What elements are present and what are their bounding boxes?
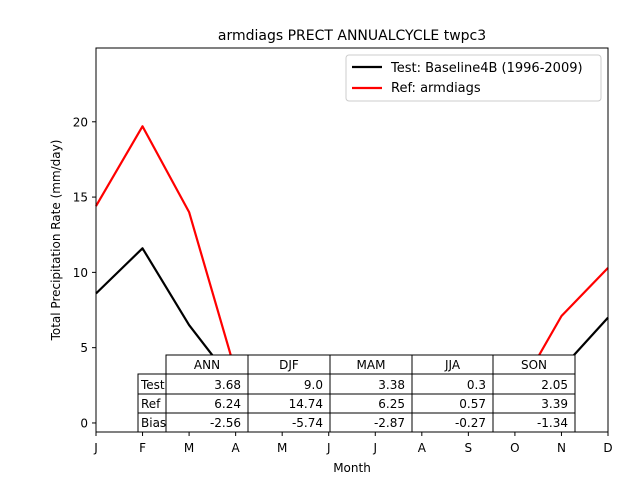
y-axis-label: Total Precipitation Rate (mm/day) [49, 140, 63, 342]
legend-label-test: Test: Baseline4B (1996-2009) [390, 61, 583, 76]
table-cell-value: 2.05 [541, 378, 568, 392]
chart-title: armdiags PRECT ANNUALCYCLE twpc3 [218, 28, 486, 44]
table-cell-value: 3.39 [541, 397, 568, 411]
x-axis-label: Month [333, 461, 371, 475]
legend-label-ref: Ref: armdiags [391, 81, 481, 96]
table-cell-value: 14.74 [289, 397, 323, 411]
y-tick-label: 15 [73, 191, 88, 205]
x-tick-label: F [139, 441, 146, 455]
y-tick-label: 10 [73, 266, 88, 280]
table-row-label: Bias [141, 416, 166, 430]
table-cell-value: -0.27 [455, 416, 486, 430]
table-cell-value: 6.25 [378, 397, 405, 411]
table-cell-value: 6.24 [214, 397, 241, 411]
x-tick-label: J [93, 441, 98, 455]
stats-table: ANN DJF MAM JJA SON Test 3.68 9.0 3.38 0.3 2.05 Ref… [137, 354, 576, 433]
table-cell-value: -2.87 [374, 416, 405, 430]
table-row-label: Ref [141, 397, 161, 411]
table-cell-value: 0.3 [467, 378, 486, 392]
table-header-label: SON [521, 358, 547, 372]
y-tick-label: 5 [80, 341, 88, 355]
x-tick-label: M [184, 441, 194, 455]
x-tick-label: D [603, 441, 612, 455]
table-cell-value: 3.68 [214, 378, 241, 392]
table-cell-value: 0.57 [459, 397, 486, 411]
x-tick-label: J [372, 441, 377, 455]
x-tick-label: O [510, 441, 519, 455]
y-axis: 0 5 10 15 20 [73, 115, 96, 430]
legend: Test: Baseline4B (1996-2009) Ref: armdia… [345, 54, 602, 102]
table-cell-value: -2.56 [210, 416, 241, 430]
table-row-label: Test [140, 378, 165, 392]
table-header-label: ANN [194, 358, 220, 372]
plot-frame [95, 47, 609, 433]
table-cell-value: 3.38 [378, 378, 405, 392]
x-tick-label: M [277, 441, 287, 455]
table-header-label: JJA [444, 358, 461, 372]
x-tick-label: S [465, 441, 473, 455]
table-cell-value: 9.0 [304, 378, 323, 392]
x-tick-label: A [418, 441, 427, 455]
table-header-label: MAM [357, 358, 386, 372]
table-cell-value: -1.34 [537, 416, 568, 430]
x-tick-label: N [557, 441, 566, 455]
table-cell-value: -5.74 [292, 416, 323, 430]
y-tick-label: 20 [73, 115, 88, 129]
x-tick-label: J [326, 441, 331, 455]
y-tick-label: 0 [80, 416, 88, 430]
x-tick-label: A [232, 441, 241, 455]
table-header-label: DJF [279, 358, 299, 372]
legend-box [345, 54, 602, 102]
